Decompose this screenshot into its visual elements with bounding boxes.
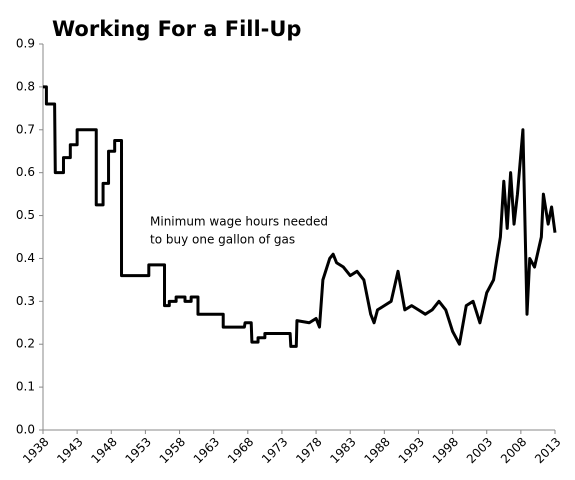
line — [43, 85, 557, 348]
y-tick-label: 0.2 — [16, 337, 35, 351]
x-tick-label: 2013 — [532, 435, 563, 466]
x-tick-label: 1943 — [54, 435, 85, 466]
x-tick-label: 1948 — [88, 435, 119, 466]
x-tick-label: 1998 — [430, 435, 461, 466]
y-tick-label: 0.5 — [16, 208, 35, 222]
annotation: Minimum wage hours needed — [150, 215, 328, 229]
x-tick-label: 1993 — [396, 435, 427, 466]
x-tick-label: 1978 — [293, 435, 324, 466]
y-tick-label: 0.9 — [16, 37, 35, 51]
annotation: to buy one gallon of gas — [150, 233, 295, 247]
x-tick-label: 1963 — [191, 435, 222, 466]
y-tick-label: 0.1 — [16, 380, 35, 394]
x-tick-label: 2003 — [464, 435, 495, 466]
y-tick-label: 0.6 — [16, 165, 35, 179]
y-tick-label: 0.3 — [16, 294, 35, 308]
x-tick-label: 1958 — [157, 435, 188, 466]
x-tick-label: 1953 — [122, 435, 153, 466]
x-tick-label: 1973 — [259, 435, 290, 466]
y-tick-label: 0.7 — [16, 122, 35, 136]
chart-title: Working For a Fill-Up — [52, 17, 301, 41]
y-tick-label: 0.0 — [16, 423, 35, 437]
y-tick-label: 0.8 — [16, 79, 35, 93]
x-tick-label: 1938 — [20, 435, 51, 466]
x-tick-label: 2008 — [498, 435, 529, 466]
x-tick-label: 1968 — [225, 435, 256, 466]
y-tick-label: 0.4 — [16, 251, 35, 265]
x-tick-label: 1988 — [361, 435, 392, 466]
x-tick-label: 1983 — [327, 435, 358, 466]
